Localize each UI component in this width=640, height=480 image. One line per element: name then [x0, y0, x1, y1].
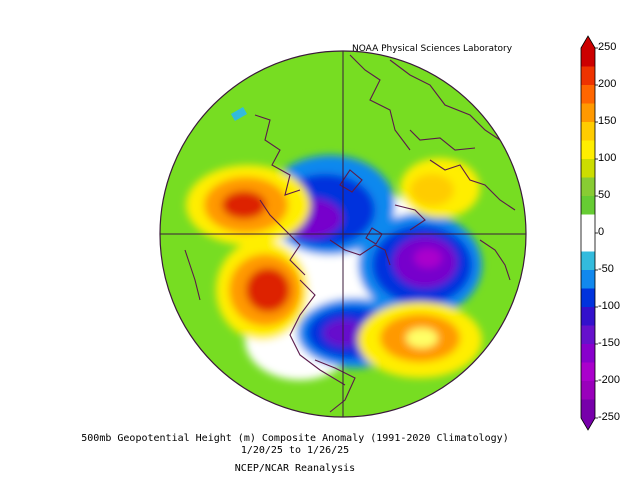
- colorbar-label: 200: [598, 78, 617, 90]
- caption-title: 500mb Geopotential Height (m) Composite …: [81, 433, 509, 444]
- colorbar-band: [581, 270, 595, 289]
- colorbar-band: [581, 196, 595, 215]
- colorbar-label: 150: [598, 115, 617, 127]
- colorbar-label: 250: [598, 41, 617, 53]
- caption-source: NCEP/NCAR Reanalysis: [234, 463, 356, 474]
- colorbar-band: [581, 103, 595, 123]
- colorbar-label: -100: [598, 300, 621, 312]
- colorbar-band: [581, 85, 595, 104]
- map-border: [159, 50, 527, 418]
- colorbar-band: [581, 399, 595, 419]
- colorbar-band: [581, 381, 595, 400]
- colorbar-band: [581, 66, 595, 86]
- colorbar-band: [581, 214, 595, 234]
- colorbar-label: 0: [598, 226, 605, 238]
- colorbar-label: -200: [598, 374, 621, 386]
- anomaly-field: [160, 51, 526, 417]
- colorbar-bottom-arrow: [581, 418, 595, 430]
- colorbar-band: [581, 251, 595, 271]
- colorbar: [580, 35, 598, 431]
- colorbar-top-arrow: [581, 36, 595, 48]
- colorbar-label: 100: [598, 152, 617, 164]
- caption-dates: 1/20/25 to 1/26/25: [240, 445, 350, 456]
- colorbar-band: [581, 288, 595, 308]
- colorbar-band: [581, 307, 595, 326]
- colorbar-band: [581, 325, 595, 345]
- colorbar-band: [581, 233, 595, 252]
- colorbar-band: [581, 344, 595, 363]
- colorbar-label: -250: [598, 411, 621, 423]
- colorbar-band: [581, 48, 595, 67]
- colorbar-band: [581, 177, 595, 197]
- colorbar-band: [581, 140, 595, 160]
- colorbar-band: [581, 159, 595, 178]
- colorbar-band: [581, 122, 595, 141]
- colorbar-band: [581, 362, 595, 382]
- colorbar-label: 50: [598, 189, 611, 201]
- colorbar-label: -150: [598, 337, 621, 349]
- colorbar-label: -50: [598, 263, 614, 275]
- credit-text: NOAA Physical Sciences Laboratory: [352, 44, 513, 54]
